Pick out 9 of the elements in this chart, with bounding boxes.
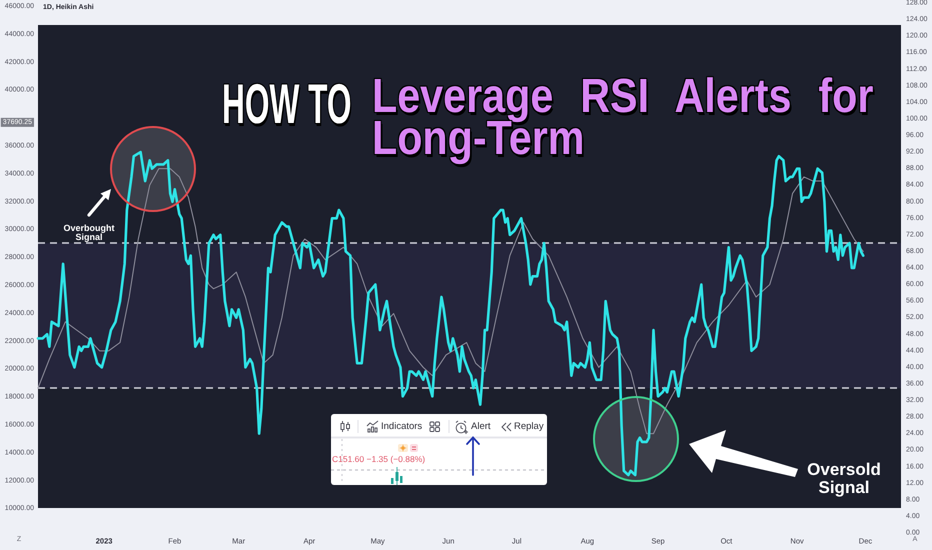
line-series xyxy=(38,168,864,434)
annotation: Oversold Signal xyxy=(807,460,881,497)
annotation: C151.60 −1.35 (−0.88%) xyxy=(332,454,426,465)
annotation: Overbought Signal xyxy=(64,223,114,242)
annotation: Replay xyxy=(514,420,544,432)
text: HOW TO xyxy=(222,72,352,134)
annotation: Indicators xyxy=(381,420,422,432)
text: Leverage RSI Alerts for Long-Term xyxy=(372,70,874,164)
annotation: Alert xyxy=(471,420,491,432)
